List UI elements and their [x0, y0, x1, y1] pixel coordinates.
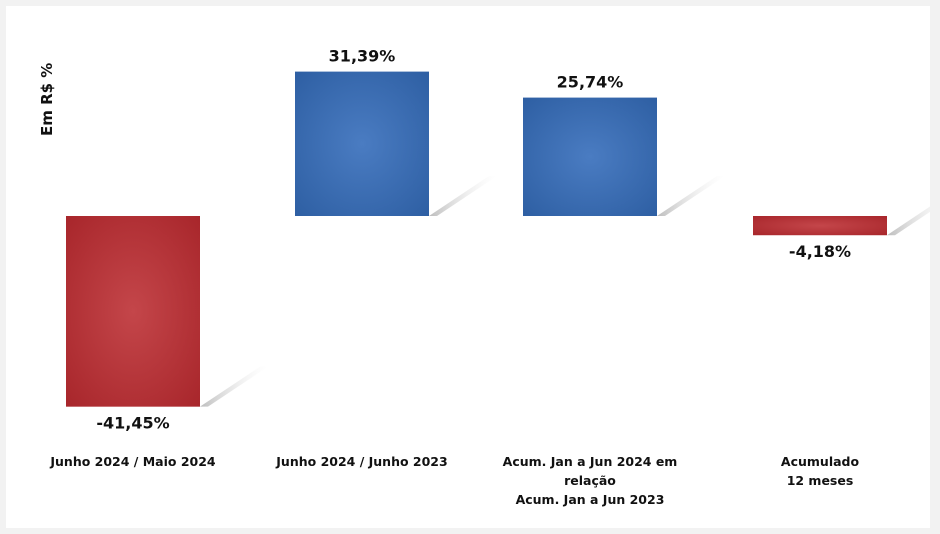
- category-label-4: 12 meses: [787, 473, 854, 488]
- bar-2: [295, 71, 429, 216]
- bar-shadow: [429, 176, 497, 216]
- data-label-3: 25,74%: [557, 73, 624, 92]
- bar-chart: Em R$ % -41,45% Junho 2024 / Maio 2024 31,…: [38, 47, 930, 507]
- bar-shadow: [200, 366, 268, 407]
- category-label-3: Acum. Jan a Jun 2024 em: [503, 454, 678, 469]
- bar-1: [66, 216, 200, 407]
- category-label-3: Acum. Jan a Jun 2023: [516, 492, 665, 507]
- bar-shadow: [887, 206, 930, 236]
- data-label-2: 31,39%: [329, 47, 396, 66]
- category-label-4: Acumulado: [781, 454, 860, 469]
- bar-3: [523, 97, 657, 216]
- category-label-1: Junho 2024 / Maio 2024: [49, 454, 216, 469]
- category-label-2: Junho 2024 / Junho 2023: [275, 454, 447, 469]
- bar-shadow: [657, 176, 725, 216]
- data-label-4: -4,18%: [789, 242, 851, 261]
- chart-frame: Em R$ % -41,45% Junho 2024 / Maio 2024 31,…: [6, 6, 930, 528]
- data-label-1: -41,45%: [96, 414, 169, 433]
- bar-4: [753, 216, 887, 236]
- y-axis-label: Em R$ %: [38, 63, 56, 136]
- category-label-3: relação: [564, 473, 616, 488]
